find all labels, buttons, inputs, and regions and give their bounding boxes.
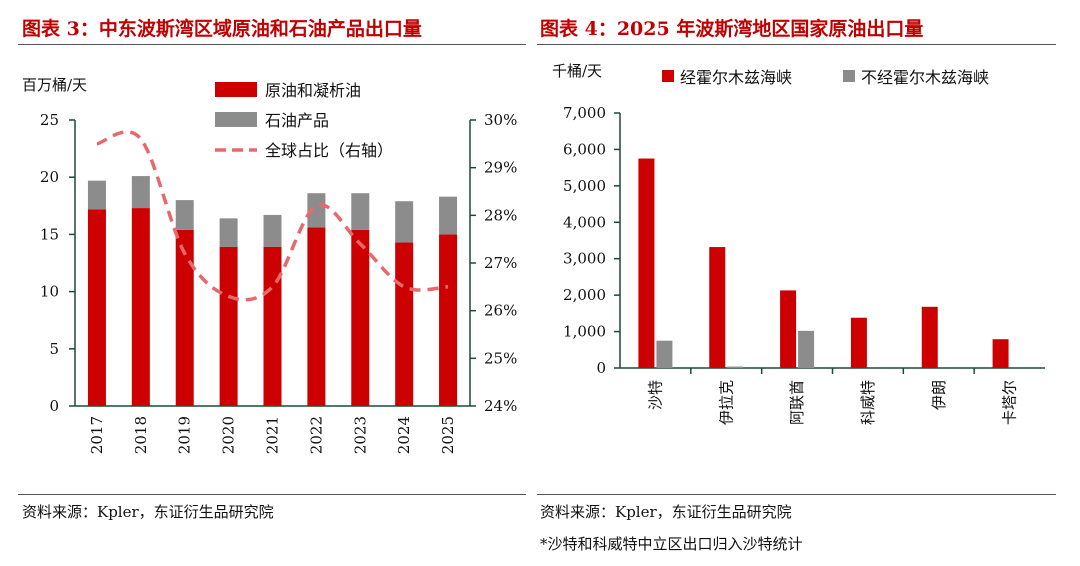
chart3-legend-label-crude: 原油和凝析油 — [265, 81, 361, 100]
chart4-legend-label-via: 经霍尔木兹海峡 — [680, 68, 792, 87]
chart4-bar-bypass-hormuz — [798, 330, 815, 368]
chart3-x-tick-label: 2017 — [88, 416, 106, 454]
chart4-bar-via-hormuz — [638, 158, 655, 368]
chart3-bottom-rule — [18, 494, 526, 495]
chart3-x-tick-label: 2025 — [439, 416, 457, 454]
chart4-plot: 千桶/天 0 1,000 2,000 3,000 4,000 5,000 6,000 7,000… — [552, 62, 1045, 425]
chart3-right-tick-label: 29% — [484, 159, 517, 177]
chart3-bar-products — [87, 180, 106, 210]
chart3-bar-products — [175, 200, 194, 230]
chart4-bar-via-hormuz — [992, 339, 1009, 368]
chart3-share-line — [96, 130, 449, 302]
chart4-source: 资料来源：Kpler，东证衍生品研究院 — [540, 503, 792, 521]
chart3-x-tick-label: 2023 — [351, 416, 369, 454]
chart4-bar-via-hormuz — [850, 317, 867, 368]
chart3-bar-products — [395, 201, 414, 243]
chart3-right-tick-label: 26% — [484, 302, 517, 320]
chart4-left-tick-label: 7,000 — [563, 104, 606, 122]
chart3-ylabel: 百万桶/天 — [22, 76, 87, 94]
chart3-x-tick-label: 2020 — [220, 416, 238, 454]
chart3-bar-crude — [351, 229, 370, 406]
chart4-ylabel: 千桶/天 — [552, 62, 602, 80]
chart4-legend-swatch-bypass — [843, 70, 855, 82]
chart4-x-tick-label: 沙特 — [646, 380, 664, 410]
chart4-x-tick-label: 伊朗 — [930, 380, 948, 410]
chart4-left-tick-label: 2,000 — [563, 286, 606, 304]
chart4-top-rule — [537, 44, 1056, 45]
chart4-x-tick-label: 阿联酋 — [788, 380, 806, 425]
chart3-bar-crude — [87, 209, 106, 406]
chart4-bottom-rule — [537, 494, 1056, 495]
chart3-left-tick-label: 0 — [49, 397, 59, 415]
chart3-left-tick-label: 10 — [40, 283, 59, 301]
chart3-left-tick-label: 25 — [40, 111, 59, 129]
chart4-x-tick-label: 伊拉克 — [717, 380, 735, 425]
chart3-x-tick-label: 2019 — [176, 416, 194, 454]
chart3-bar-products — [307, 193, 326, 228]
chart3-bar-crude — [439, 234, 458, 406]
chart4-note: *沙特和科威特中立区出口归入沙特统计 — [540, 535, 803, 553]
chart4-left-tick-label: 3,000 — [563, 250, 606, 268]
chart3-bar-products — [263, 214, 282, 247]
chart3-source: 资料来源：Kpler，东证衍生品研究院 — [22, 503, 274, 521]
chart3-plot: 百万桶/天051015202524%25%26%27%28%29%30%2017… — [22, 76, 517, 454]
chart4-x-tick-label: 卡塔尔 — [1001, 380, 1019, 425]
chart4-bar-bypass-hormuz — [727, 366, 744, 368]
chart3-bar-products — [351, 193, 370, 230]
chart4-left-tick-label: 6,000 — [563, 140, 606, 158]
chart4-bar-via-hormuz — [780, 290, 797, 368]
chart4-legend-label-bypass: 不经霍尔木兹海峡 — [861, 68, 989, 87]
chart4-left-tick-label: 0 — [596, 359, 606, 377]
chart3-x-tick-label: 2024 — [395, 416, 413, 454]
chart3-legend-label-line: 全球占比（右轴） — [265, 141, 393, 160]
chart3-right-tick-label: 25% — [484, 349, 517, 367]
chart3-bar-crude — [175, 229, 194, 406]
chart3-legend-swatch-crude — [215, 82, 257, 97]
chart3-bar-crude — [219, 246, 238, 406]
chart3-top-rule — [18, 44, 526, 45]
chart4-bar-via-hormuz — [921, 306, 938, 368]
chart3-bar-crude — [307, 227, 326, 406]
chart3-x-tick-label: 2022 — [307, 416, 325, 454]
chart3-title: 图表 3：中东波斯湾区域原油和石油产品出口量 — [22, 18, 422, 40]
chart3-bar-products — [439, 196, 458, 235]
chart3-right-tick-label: 28% — [484, 206, 517, 224]
chart3-x-tick-label: 2021 — [264, 416, 282, 454]
chart4-bar-bypass-hormuz — [656, 340, 673, 368]
chart3-right-tick-label: 24% — [484, 397, 517, 415]
chart3-legend-swatch-products — [215, 112, 257, 127]
chart3-bar-products — [219, 218, 238, 247]
chart3-bar-products — [131, 176, 150, 209]
chart4-x-tick-label: 科威特 — [859, 380, 877, 425]
chart3-legend-label-products: 石油产品 — [265, 111, 329, 130]
chart3-left-tick-label: 20 — [40, 168, 59, 186]
chart3-x-tick-label: 2018 — [132, 416, 150, 454]
chart3-left-tick-label: 15 — [40, 225, 59, 243]
chart4-left-tick-label: 1,000 — [563, 323, 606, 341]
chart3-bar-crude — [263, 246, 282, 406]
chart3-right-tick-label: 30% — [484, 111, 517, 129]
chart3-right-tick-label: 27% — [484, 254, 517, 272]
chart4-title: 图表 4：2025 年波斯湾地区国家原油出口量 — [540, 18, 924, 40]
chart3-left-tick-label: 5 — [49, 340, 59, 358]
chart4-left-tick-label: 4,000 — [563, 213, 606, 231]
chart4-bar-via-hormuz — [709, 247, 726, 368]
chart4-left-tick-label: 5,000 — [563, 177, 606, 195]
chart3-bar-crude — [131, 208, 150, 406]
chart4-legend-swatch-via — [662, 70, 674, 82]
